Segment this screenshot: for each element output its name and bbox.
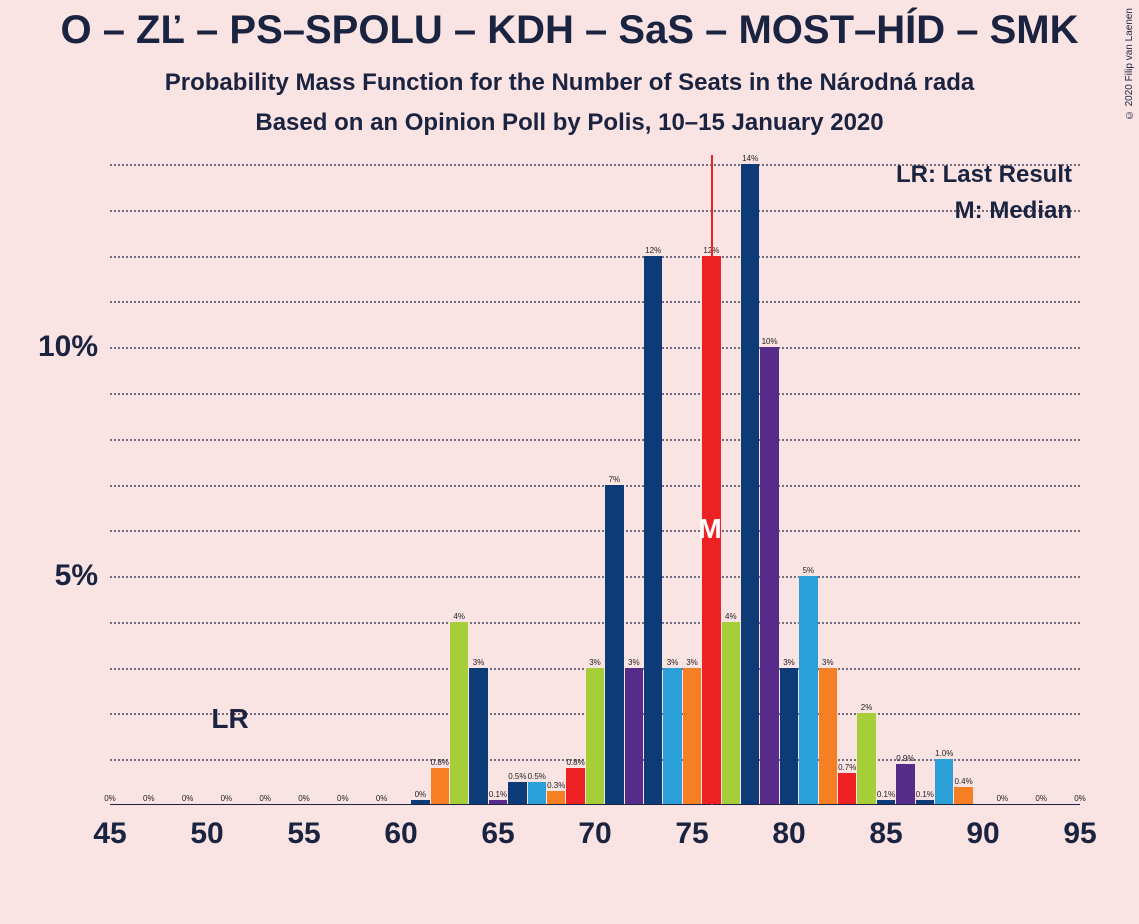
x-tick-label: 80 (772, 805, 805, 851)
bar: 3% (625, 668, 643, 805)
bar: 14% (741, 164, 759, 805)
bar-value-label: 3% (589, 658, 601, 668)
bar-value-label: 0% (337, 794, 349, 804)
bar: 0.5% (508, 782, 526, 805)
bar: 4% (722, 622, 740, 805)
legend-lr: LR: Last Result (896, 157, 1072, 193)
median-line (711, 155, 713, 805)
bar-value-label: 2% (861, 703, 873, 713)
bar: 10% (760, 347, 778, 805)
bar-value-label: 4% (725, 612, 737, 622)
bar-value-label: 0.1% (489, 790, 507, 800)
bar-value-label: 7% (609, 475, 621, 485)
x-tick-label: 60 (384, 805, 417, 851)
bar: 0.3% (547, 791, 565, 805)
bar-value-label: 3% (473, 658, 485, 668)
bar: 3% (819, 668, 837, 805)
bar: 3% (663, 668, 681, 805)
x-tick-label: 50 (190, 805, 223, 851)
bar: 3% (780, 668, 798, 805)
bar-value-label: 3% (686, 658, 698, 668)
gridline (110, 393, 1080, 395)
bar-value-label: 0% (1074, 794, 1086, 804)
x-tick-label: 95 (1063, 805, 1096, 851)
x-tick-label: 45 (93, 805, 126, 851)
bar: 7% (605, 485, 623, 805)
x-tick-label: 65 (481, 805, 514, 851)
bar-value-label: 0% (143, 794, 155, 804)
bar: 1.0% (935, 759, 953, 805)
bar-value-label: 0% (415, 790, 427, 800)
bar-value-label: 0.8% (431, 758, 449, 768)
bar-value-label: 0.1% (877, 790, 895, 800)
gridline (110, 622, 1080, 624)
bar-value-label: 3% (822, 658, 834, 668)
bar-value-label: 3% (628, 658, 640, 668)
bar-value-label: 0.9% (896, 754, 914, 764)
bar-value-label: 0.4% (954, 777, 972, 787)
bar: 0.4% (954, 787, 972, 805)
bar: 5% (799, 576, 817, 805)
chart-plot-area: LR: Last Result M: Median 0% 0% 0% 0% 0% 0% 0%… (110, 155, 1080, 805)
y-tick-label: 5% (55, 559, 110, 593)
bar-value-label: 3% (783, 658, 795, 668)
gridline (110, 164, 1080, 166)
copyright-text: © 2020 Filip van Laenen (1124, 8, 1135, 120)
gridline (110, 347, 1080, 349)
y-tick-label: 10% (38, 330, 110, 364)
bar-value-label: 4% (453, 612, 465, 622)
bar-value-label: 0% (259, 794, 271, 804)
bar: 0.5% (528, 782, 546, 805)
x-tick-label: 70 (578, 805, 611, 851)
gridline (110, 210, 1080, 212)
bar: 3% (469, 668, 487, 805)
gridline (110, 530, 1080, 532)
bar: 2% (857, 713, 875, 805)
bar: 3% (683, 668, 701, 805)
bar-value-label: 14% (742, 154, 758, 164)
gridline (110, 439, 1080, 441)
gridline (110, 301, 1080, 303)
bar-value-label: 12% (645, 246, 661, 256)
x-tick-label: 90 (966, 805, 999, 851)
bar: 0.7% (838, 773, 856, 805)
bar-value-label: 0% (997, 794, 1009, 804)
bar: 0.8% (431, 768, 449, 805)
x-tick-label: 55 (287, 805, 320, 851)
bar: 3% (586, 668, 604, 805)
chart-subtitle-1: Probability Mass Function for the Number… (0, 53, 1139, 97)
bar-value-label: 0% (221, 794, 233, 804)
bar-value-label: 5% (803, 566, 815, 576)
gridline (110, 485, 1080, 487)
x-tick-label: 75 (675, 805, 708, 851)
bar-value-label: 0.7% (838, 763, 856, 773)
bar-value-label: 0% (1035, 794, 1047, 804)
bar-value-label: 0.8% (566, 758, 584, 768)
chart-title: O – ZĽ – PS–SPOLU – KDH – SaS – MOST–HÍD… (0, 0, 1139, 53)
bar: 0.9% (896, 764, 914, 805)
bar-value-label: 0.3% (547, 781, 565, 791)
x-tick-label: 85 (869, 805, 902, 851)
bar-value-label: 0.5% (528, 772, 546, 782)
bar: 4% (450, 622, 468, 805)
bar-value-label: 0% (376, 794, 388, 804)
bar-value-label: 0.5% (508, 772, 526, 782)
median-marker-label: M (698, 513, 721, 545)
gridline (110, 576, 1080, 578)
gridline (110, 256, 1080, 258)
chart-legend: LR: Last Result M: Median (896, 157, 1072, 229)
bar-value-label: 1.0% (935, 749, 953, 759)
bar-value-label: 0.1% (916, 790, 934, 800)
bar-value-label: 0% (298, 794, 310, 804)
chart-subtitle-2: Based on an Opinion Poll by Polis, 10–15… (0, 97, 1139, 137)
bar-value-label: 10% (762, 337, 778, 347)
bar-value-label: 0% (104, 794, 116, 804)
lr-marker-label: LR (211, 703, 248, 735)
bar: 12% (644, 256, 662, 805)
bar-value-label: 3% (667, 658, 679, 668)
bar-value-label: 0% (182, 794, 194, 804)
bar: 0.8% (566, 768, 584, 805)
